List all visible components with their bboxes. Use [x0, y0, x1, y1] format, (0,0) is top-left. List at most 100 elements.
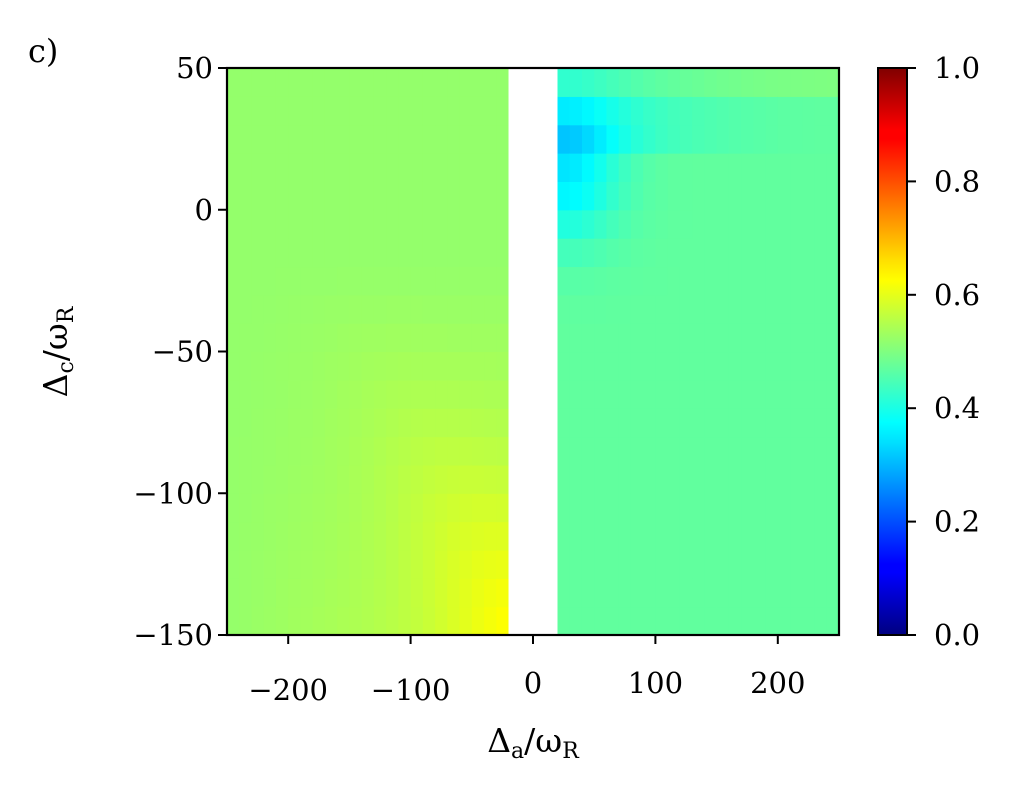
heatmap-cell: [349, 351, 363, 381]
heatmap-cell: [312, 294, 326, 324]
heatmap-cell: [777, 96, 791, 126]
heatmap-cell: [557, 351, 571, 381]
heatmap-cell: [447, 578, 461, 608]
heatmap-cell: [728, 408, 742, 438]
heatmap-cell: [447, 323, 461, 353]
heatmap-cell: [704, 351, 718, 381]
heatmap-cell: [447, 408, 461, 438]
heatmap-cell: [594, 238, 608, 268]
heatmap-cell: [386, 323, 399, 353]
heatmap-cell: [630, 238, 644, 268]
heatmap-cell: [790, 464, 803, 494]
heatmap-cell: [557, 578, 571, 608]
heatmap-cell: [716, 323, 730, 353]
heatmap-cell: [753, 323, 767, 353]
heatmap-cell: [765, 436, 779, 466]
heatmap-cell: [741, 153, 754, 182]
heatmap-cell: [459, 209, 473, 239]
heatmap-cell: [484, 96, 497, 126]
heatmap-cell: [569, 351, 583, 381]
heatmap-cell: [484, 436, 497, 466]
heatmap-cell: [251, 436, 265, 466]
colorbar-tick-label: 0.0: [934, 618, 980, 652]
heatmap-cell: [361, 209, 375, 239]
heatmap-cell: [679, 238, 693, 268]
heatmap-cell: [435, 521, 448, 551]
heatmap-cell: [655, 209, 669, 239]
heatmap-cell: [312, 464, 326, 494]
heatmap-cell: [484, 323, 497, 353]
heatmap-cell: [227, 181, 240, 211]
heatmap-cell: [802, 464, 816, 494]
heatmap-cell: [324, 408, 338, 438]
heatmap-cell: [790, 493, 803, 523]
heatmap-cell: [239, 493, 253, 523]
heatmap-cell: [667, 238, 681, 268]
heatmap-cell: [655, 68, 669, 97]
heatmap-cell: [275, 493, 289, 523]
heatmap-cell: [349, 493, 363, 523]
heatmap-cell: [753, 493, 767, 523]
heatmap-cell: [655, 266, 669, 296]
heatmap-cell: [300, 68, 314, 97]
heatmap-cell: [496, 549, 510, 579]
heatmap-cell: [263, 379, 277, 409]
heatmap-cell: [337, 266, 350, 296]
heatmap-cell: [704, 408, 718, 438]
heatmap-cell: [777, 323, 791, 353]
heatmap-cell: [471, 521, 485, 551]
heatmap-cell: [741, 606, 754, 636]
heatmap-cell: [447, 181, 461, 211]
heatmap-cell: [618, 323, 632, 353]
heatmap-cell: [581, 493, 595, 523]
heatmap-cell: [288, 379, 302, 409]
heatmap-cell: [447, 209, 461, 239]
heatmap-cell: [361, 549, 375, 579]
heatmap-cell: [630, 323, 644, 353]
heatmap-cell: [337, 323, 350, 353]
heatmap-cell: [361, 464, 375, 494]
heatmap-cell: [569, 493, 583, 523]
heatmap-cell: [275, 521, 289, 551]
heatmap-cell: [777, 124, 791, 154]
heatmap-cell: [643, 294, 656, 324]
heatmap-cell: [422, 436, 436, 466]
heatmap-cell: [826, 578, 840, 608]
heatmap-cell: [471, 96, 485, 126]
heatmap-cell: [386, 68, 399, 97]
heatmap-cell: [337, 124, 350, 154]
heatmap-cell: [251, 294, 265, 324]
heatmap-cell: [496, 266, 510, 296]
heatmap-cell: [349, 549, 363, 579]
heatmap-cell: [263, 408, 277, 438]
heatmap-cell: [594, 266, 608, 296]
heatmap-cell: [337, 351, 350, 381]
heatmap-cell: [324, 549, 338, 579]
heatmap-cell: [373, 464, 387, 494]
heatmap-cell: [459, 266, 473, 296]
heatmap-cell: [728, 294, 742, 324]
heatmap-cell: [704, 578, 718, 608]
heatmap-cell: [227, 436, 240, 466]
heatmap-cell: [459, 408, 473, 438]
heatmap-cell: [728, 238, 742, 268]
heatmap-cell: [692, 521, 705, 551]
heatmap-cell: [802, 606, 816, 636]
heatmap-cell: [594, 464, 608, 494]
heatmap-cell: [496, 379, 510, 409]
heatmap-cell: [704, 493, 718, 523]
heatmap-cell: [239, 124, 253, 154]
x-tick-label: 0: [524, 666, 542, 700]
heatmap-cell: [312, 68, 326, 97]
heatmap-cell: [239, 578, 253, 608]
heatmap-cell: [826, 68, 840, 97]
heatmap-cell: [716, 436, 730, 466]
heatmap-cell: [422, 351, 436, 381]
heatmap-cell: [581, 153, 595, 182]
heatmap-cell: [777, 238, 791, 268]
heatmap-cell: [275, 266, 289, 296]
heatmap-cell: [251, 96, 265, 126]
heatmap-cell: [765, 464, 779, 494]
heatmap-cell: [349, 266, 363, 296]
heatmap-cell: [263, 436, 277, 466]
